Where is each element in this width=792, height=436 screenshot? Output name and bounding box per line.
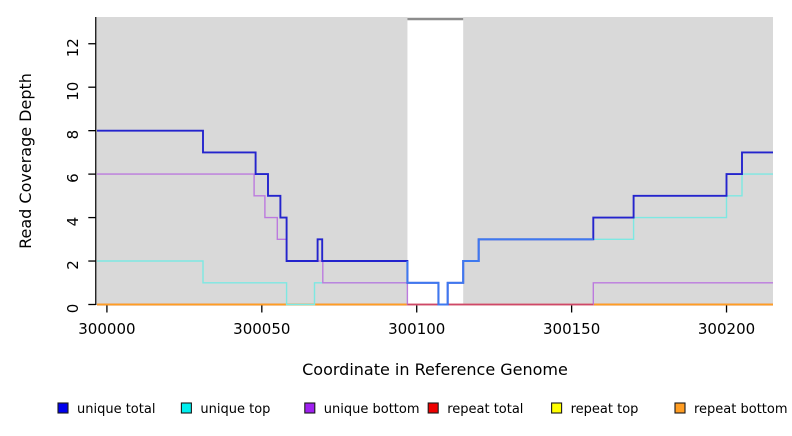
y-tick-label: 4 <box>64 217 82 227</box>
legend-label: repeat top <box>571 402 639 417</box>
x-tick-label: 300150 <box>543 320 600 338</box>
x-tick-label: 300100 <box>388 320 445 338</box>
legend-swatch <box>427 402 439 414</box>
y-axis-title: Read Coverage Depth <box>16 73 35 249</box>
legend-item-repeat-bottom: repeat bottom <box>674 402 788 417</box>
y-tick-label: 0 <box>64 304 82 314</box>
band-bright-overlap-segment <box>406 238 594 306</box>
x-axis-title: Coordinate in Reference Genome <box>302 360 568 379</box>
legend-swatch <box>551 402 563 414</box>
legend-swatch <box>180 402 192 414</box>
legend-item-unique-top: unique top <box>180 402 270 417</box>
x-tick-label: 300200 <box>698 320 755 338</box>
legend-item-repeat-total: repeat total <box>427 402 523 417</box>
legend-label: unique top <box>200 402 270 417</box>
legend-swatch <box>57 402 69 414</box>
x-tick-label: 300050 <box>233 320 290 338</box>
masked-region-band <box>407 17 464 305</box>
legend-label: unique bottom <box>324 402 420 417</box>
legend-label: repeat bottom <box>694 402 788 417</box>
legend-item-unique-total: unique total <box>57 402 155 417</box>
legend-item-repeat-top: repeat top <box>551 402 639 417</box>
y-tick-label: 6 <box>64 173 82 183</box>
y-tick-label: 10 <box>64 82 82 101</box>
legend-label: unique total <box>77 402 155 417</box>
legend: unique total unique top unique bottom repea… <box>57 402 788 417</box>
legend-swatch <box>674 402 686 414</box>
y-tick-label: 2 <box>64 260 82 270</box>
masked-region-rect <box>407 17 464 305</box>
y-tick-label: 12 <box>64 38 82 57</box>
x-tick-label: 300000 <box>78 320 135 338</box>
y-tick-label: 8 <box>64 130 82 140</box>
legend-swatch <box>304 402 316 414</box>
legend-label: repeat total <box>447 402 523 417</box>
series-lines <box>97 129 773 306</box>
legend-item-unique-bottom: unique bottom <box>304 402 420 417</box>
